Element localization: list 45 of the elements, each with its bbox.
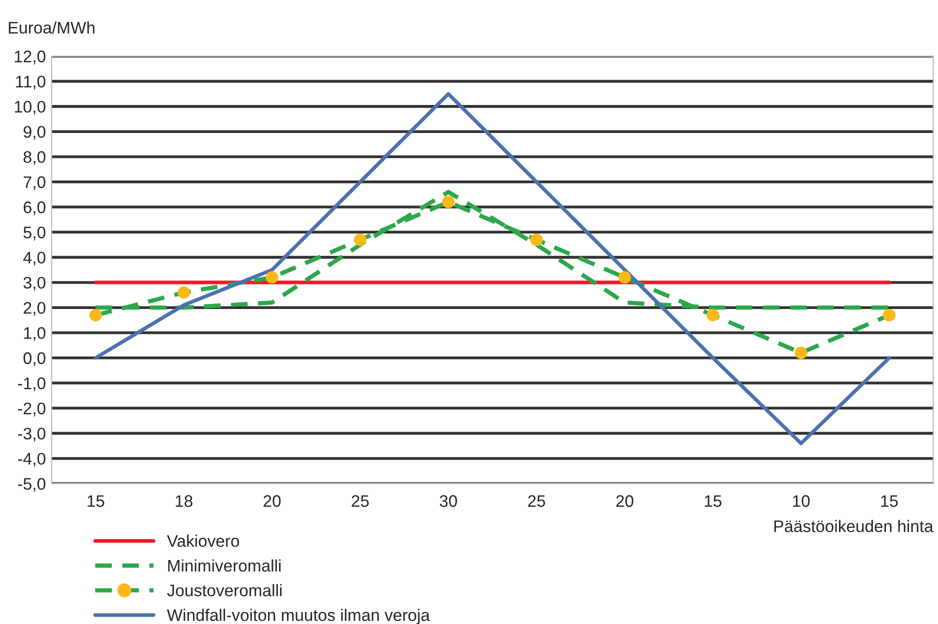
y-tick-label: -2,0 [18,402,46,416]
x-tick-label: 10 [793,495,810,507]
y-tick-label: 6,0 [24,201,46,216]
x-tick-label: 15 [88,495,104,507]
point [530,233,543,246]
legend-label: Minimiveromalli [168,559,281,572]
y-tick-label: 9,0 [24,126,46,140]
point [442,196,455,208]
y-tick-label: -1,0 [18,377,46,392]
y-tick-label: -5,0 [18,478,46,492]
legend-label: Windfall-voiton muutos ilman veroja [166,608,430,624]
y-tick-label: 7,0 [24,176,46,190]
y-tick-label: 12,0 [14,50,46,64]
x-tick-label: 25 [528,495,546,507]
point [794,346,808,360]
x-tick-label: 20 [616,495,634,507]
point [706,308,720,322]
x-tick-label: 20 [264,495,281,507]
x-tick-label: 25 [352,495,369,507]
x-tick-label: 15 [704,495,722,507]
point [618,271,631,284]
y-axis-title: Euroa/MWh [8,21,94,34]
point [266,271,278,284]
point [178,286,190,299]
y-tick-label: 2,0 [24,302,46,316]
point [89,308,102,322]
y-tick-label: 10,0 [14,100,46,115]
y-tick-label: 0,0 [24,352,46,366]
point [882,308,896,322]
y-tick-label: 8,0 [24,151,46,165]
x-axis-title: Päästöoikeuden hinta [774,520,934,532]
y-tick-label: 11,0 [16,76,46,90]
y-tick-label: 3,0 [24,276,46,291]
y-tick-label: 4,0 [23,252,46,266]
x-tick-label: 30 [440,495,457,507]
point [354,233,366,246]
y-tick-label: -3,0 [18,428,46,442]
legend-label: Joustoveromalli [167,584,282,596]
y-tick-label: -4,0 [18,452,46,467]
line-series [94,92,892,446]
y-tick-label: 5,0 [24,226,46,240]
y-tick-label: 1,0 [24,327,46,341]
x-tick-label: 15 [881,495,898,507]
x-tick-label: 18 [176,495,192,507]
legend-label: Vakiovero [166,534,240,547]
